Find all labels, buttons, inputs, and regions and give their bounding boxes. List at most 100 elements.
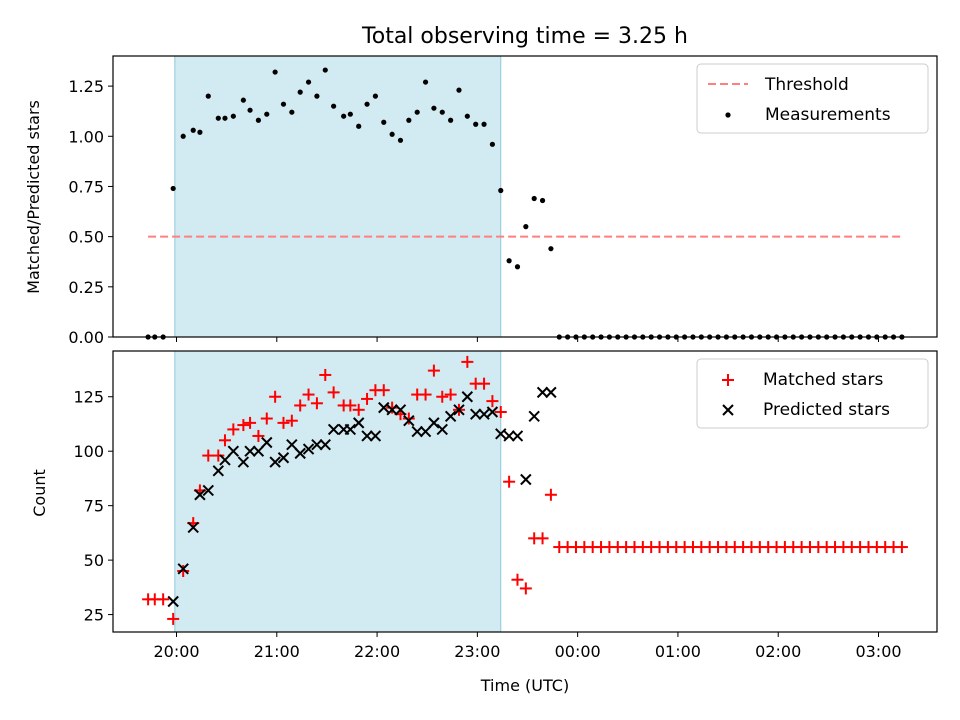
measurement-point xyxy=(322,67,328,73)
measurement-point xyxy=(514,264,521,270)
predicted-star-point xyxy=(428,417,440,429)
matched-star-point xyxy=(157,593,170,606)
top-legend-box xyxy=(696,63,929,134)
predicted-star-point xyxy=(212,465,225,477)
matched-star-point xyxy=(302,388,315,401)
matched-star-point xyxy=(202,449,215,462)
predicted-star-point xyxy=(453,404,465,416)
predicted-star-point xyxy=(277,452,290,464)
matched-star-point xyxy=(519,582,532,595)
measurement-point xyxy=(341,113,347,119)
predicted-star-point xyxy=(227,445,240,457)
matched-star-point xyxy=(427,364,440,377)
predicted-star-point xyxy=(469,408,482,420)
predicted-star-point xyxy=(461,391,474,403)
measurement-point xyxy=(464,113,470,119)
measurement-point xyxy=(305,79,312,85)
top-y-tick-label: 0.00 xyxy=(68,328,104,347)
top-y-tick-label: 0.25 xyxy=(68,278,104,297)
measurement-point xyxy=(406,117,412,123)
matched-star-point xyxy=(544,488,557,501)
top-y-tick-label: 1.25 xyxy=(68,77,104,96)
matched-star-point xyxy=(277,416,290,429)
predicted-star-point xyxy=(486,406,499,418)
predicted-star-point xyxy=(261,436,273,449)
measurement-point xyxy=(498,187,504,194)
matched-star-point xyxy=(478,377,491,390)
predicted-star-point xyxy=(177,563,189,575)
predicted-star-point xyxy=(528,410,540,423)
legend-matched-label: Matched stars xyxy=(763,370,883,390)
predicted-star-point xyxy=(520,473,532,486)
x-tick-label: 20:00 xyxy=(153,642,199,661)
matched-star-point xyxy=(444,388,457,401)
x-tick-label: 03:00 xyxy=(855,642,901,661)
predicted-star-point xyxy=(219,454,231,466)
measurement-point xyxy=(264,111,270,117)
measurement-point xyxy=(190,127,196,133)
measurement-point xyxy=(489,141,496,147)
measurement-point xyxy=(456,87,462,93)
measurement-point xyxy=(523,224,529,230)
measurement-point xyxy=(473,121,479,127)
measurement-point xyxy=(439,109,445,115)
observing-window-shade xyxy=(174,350,502,633)
measurement-point xyxy=(506,258,512,264)
measurement-point xyxy=(205,93,211,99)
matched-star-point xyxy=(536,532,549,545)
measurement-point xyxy=(215,115,221,121)
predicted-star-point xyxy=(237,456,250,468)
matched-star-point xyxy=(503,475,516,488)
predicted-star-point xyxy=(269,456,281,468)
measurement-point xyxy=(247,107,253,113)
bottom-plot-frame xyxy=(112,350,938,633)
x-tick-label: 01:00 xyxy=(655,642,701,661)
measurement-point xyxy=(347,111,353,117)
matched-star-point xyxy=(252,429,265,442)
top-legend: Threshold Measurements xyxy=(696,63,929,134)
predicted-star-point xyxy=(244,445,256,457)
measurement-point xyxy=(414,109,420,115)
matched-star-point xyxy=(402,412,415,425)
x-tick-label: 02:00 xyxy=(755,642,801,661)
predicted-star-point xyxy=(495,428,507,440)
x-tick-label: 23:00 xyxy=(454,642,500,661)
matched-star-point xyxy=(244,416,257,429)
predicted-star-point xyxy=(403,414,415,427)
top-y-tick-label: 0.75 xyxy=(68,177,104,196)
matched-stars-series xyxy=(142,355,908,625)
bottom-y-axis: 25 50 75 100 125 xyxy=(73,388,113,625)
bottom-legend: Matched stars Predicted stars xyxy=(696,358,929,429)
legend-threshold-label: Threshold xyxy=(764,75,849,95)
measurement-point xyxy=(372,93,379,99)
matched-star-point xyxy=(352,403,365,416)
predicted-star-point xyxy=(444,410,457,423)
predicted-star-point xyxy=(511,430,524,442)
predicted-star-point xyxy=(311,438,323,451)
predicted-star-point xyxy=(478,408,490,420)
measurement-point xyxy=(364,101,370,107)
matched-star-point xyxy=(386,401,399,414)
matched-star-point xyxy=(511,573,524,586)
predicted-star-point xyxy=(194,489,206,501)
legend-matched-swatch xyxy=(722,374,734,386)
matched-star-point xyxy=(361,392,374,405)
x-tick-label: 00:00 xyxy=(555,642,601,661)
measurement-point xyxy=(397,137,404,143)
predicted-stars-series xyxy=(167,386,557,608)
measurement-point xyxy=(297,89,303,95)
legend-predicted-swatch xyxy=(722,404,734,416)
bottom-legend-box xyxy=(696,358,929,429)
matched-star-point xyxy=(344,399,357,412)
top-panel: 0.00 0.25 0.50 0.75 1.00 1.25 Matched/Predict… xyxy=(24,55,938,347)
measurement-point xyxy=(222,115,228,121)
top-x-ticks xyxy=(176,337,880,342)
measurement-point xyxy=(272,69,278,75)
bottom-y-tick-label: 25 xyxy=(84,606,104,625)
matched-star-point xyxy=(327,386,340,399)
measurement-point xyxy=(240,97,246,103)
bottom-panel: 20:00 21:00 22:00 23:00 00:00 01:00 02:00 03:00… xyxy=(30,350,938,695)
matched-star-point xyxy=(227,423,240,436)
measurement-point xyxy=(356,123,362,129)
